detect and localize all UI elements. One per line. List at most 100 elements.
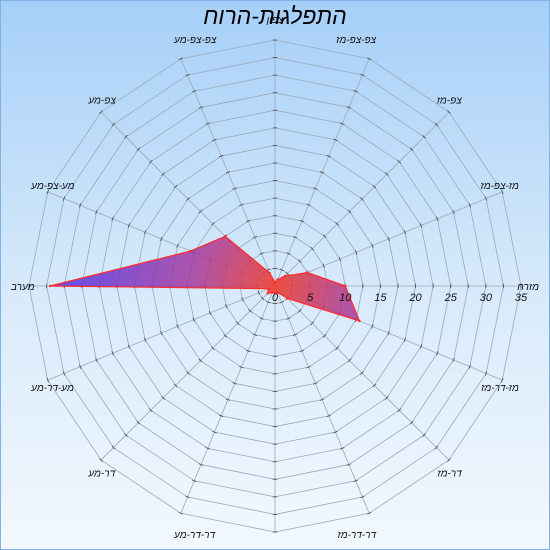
axis-tick [501,377,504,383]
axis-tick [447,110,451,114]
axis-tick [232,382,237,385]
axis-tick [198,463,204,466]
axis-tick [335,346,339,350]
axis-tick [260,296,265,301]
axis-tick [192,317,196,322]
data-point [48,284,52,288]
tick-label: 20 [408,292,422,304]
axis-tick [259,317,264,320]
axis-tick [245,349,251,353]
axis-tick [62,371,66,376]
axis-tick [232,187,237,190]
axis-tick [161,395,166,400]
direction-label: צפון [266,15,284,26]
direction-label: צפ-מז [437,95,463,106]
axis-tick [452,209,455,215]
axis-tick [436,216,439,221]
direction-label: מז-צפ-מז [480,181,519,192]
axis-tick [252,333,258,336]
data-point [266,292,269,295]
axis-tick [297,308,302,313]
tick-label: 25 [444,292,458,304]
axis-tick [62,196,66,201]
axis-tick [286,252,291,255]
axis-tick [211,346,215,350]
axis-tick [371,243,374,248]
tick-label: 15 [374,292,387,304]
axis-tick [148,159,153,164]
axis-tick [178,57,184,60]
axis-tick [279,300,284,304]
axis-tick [310,321,315,326]
axis-tick [366,512,372,515]
direction-label: מע-דר-מע [30,383,74,394]
axis-tick [366,57,372,60]
axis-tick [223,333,228,338]
data-point [358,319,361,323]
data-point [271,291,274,294]
data-point [268,271,271,275]
axis-tick [186,197,190,201]
axis-tick [419,344,423,349]
axis-tick [235,321,240,326]
axis-tick [299,219,305,223]
axis-tick [306,203,311,207]
data-point [283,274,287,278]
tick-label: 35 [515,292,528,304]
axis-tick [279,268,284,272]
axis-tick [313,382,318,385]
direction-label: דר-מע [87,469,115,480]
axis-tick [468,364,472,369]
axis-tick [447,458,451,462]
axis-tick [436,351,439,356]
axis-tick [95,357,98,363]
axis-tick [239,203,244,207]
axis-tick [310,246,315,251]
axis-tick [219,414,224,418]
data-point [306,271,309,274]
direction-label: דר-דר-מע [173,530,215,541]
axis-tick [409,147,414,152]
direction-label: דר-מז [437,469,462,480]
axis-tick [419,223,423,228]
axis-tick [347,358,352,363]
axis-tick [484,371,488,376]
direction-label: דר-דר-מז [337,530,376,541]
axis-tick [111,445,116,450]
direction-label: צפ-צפ-מע [173,35,217,46]
axis-tick [173,383,178,388]
axis-tick [161,172,166,177]
axis-tick [185,73,190,77]
axis-tick [198,106,204,109]
axis-tick [160,236,163,242]
data-point [286,297,289,300]
axis-tick [360,73,365,77]
axis-tick [136,420,141,425]
axis-tick [99,458,103,462]
axis-tick [285,271,290,276]
data-point [267,287,270,290]
data-point [189,249,192,253]
direction-label: מערב [10,282,35,293]
axis-tick [178,512,184,515]
axis-tick [198,209,203,214]
axis-tick [468,203,472,208]
axis-tick [212,430,217,434]
axis-tick [347,209,352,214]
tick-label: 0 [272,292,279,304]
axis-tick [225,398,231,401]
axis-tick [384,395,389,400]
axis-tick [354,250,358,255]
axis-tick [124,135,128,139]
axis-tick [252,236,258,239]
axis-tick [95,209,98,215]
axis-tick [422,135,426,139]
axis-tick [176,324,179,329]
axis-tick [319,398,325,401]
axis-tick [372,383,377,388]
axis-tick [127,223,131,228]
axis-tick [192,89,197,93]
axis-tick [333,138,338,142]
